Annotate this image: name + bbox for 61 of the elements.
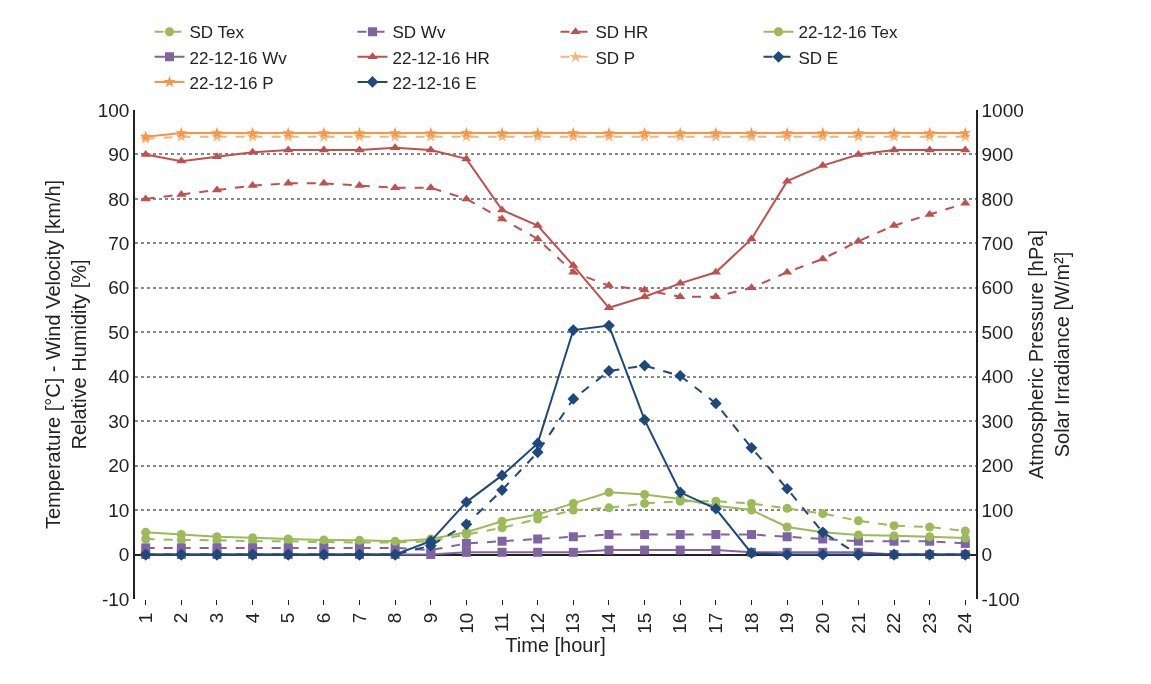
y-tick-label: 100 — [97, 99, 130, 121]
y2-tick-label: 900 — [981, 144, 1014, 166]
legend-label: SD Wv — [392, 23, 446, 43]
x-tick-label: 14 — [598, 612, 620, 634]
legend-label: 22-12-16 Wv — [189, 48, 288, 68]
y2-tick-label: 600 — [981, 277, 1014, 299]
y2-tick-label: 0 — [981, 544, 993, 566]
y2-tick-label: 500 — [981, 321, 1014, 343]
y2-tick-label: 200 — [981, 455, 1014, 477]
y2-axis-title: Atmospheric Pressure [hPa] Solar Irradiance [W/m²] — [1024, 230, 1073, 479]
x-tick-label: 10 — [455, 612, 477, 634]
y-tick-label: 80 — [108, 188, 130, 210]
y-axis-title: Temperature [°C] - Wind Velocity [km/h] Relative Humidity [%] — [41, 179, 90, 530]
y-tick-label: 70 — [108, 233, 130, 255]
legend-label: 22-12-16 P — [189, 73, 274, 93]
y-tick-label: 60 — [108, 277, 130, 299]
x-tick-label: 3 — [206, 612, 228, 624]
x-tick-label: 1 — [134, 612, 156, 624]
x-tick-label: 8 — [384, 612, 406, 624]
y2-tick-label: 700 — [981, 233, 1014, 255]
y-tick-label: 40 — [108, 366, 130, 388]
x-tick-label: 21 — [847, 612, 869, 634]
y2-tick-label: 100 — [981, 499, 1014, 521]
y-tick-label: 30 — [108, 410, 130, 432]
x-tick-label: 2 — [170, 612, 192, 624]
x-tick-label: 18 — [740, 612, 762, 634]
x-axis-title: Time [hour] — [505, 633, 606, 656]
x-tick-label: 9 — [419, 612, 441, 624]
y2-tick-label: 1000 — [981, 99, 1024, 121]
x-tick-label: 17 — [705, 612, 727, 634]
y2-tick-label: -100 — [981, 588, 1020, 610]
x-tick-label: 6 — [313, 612, 335, 624]
legend-label: SD HR — [595, 23, 649, 43]
x-tick-label: 19 — [776, 612, 798, 634]
legend-label: SD P — [595, 48, 636, 68]
x-tick-label: 7 — [348, 612, 370, 624]
x-tick-label: 13 — [562, 612, 584, 634]
y2-tick-label: 800 — [981, 188, 1014, 210]
legend-label: SD E — [798, 48, 839, 68]
y2-tick-label: 300 — [981, 410, 1014, 432]
y-tick-label: 0 — [118, 544, 130, 566]
x-tick-label: 15 — [633, 612, 655, 634]
x-tick-label: 23 — [918, 612, 940, 634]
legend-label: 22-12-16 E — [392, 73, 477, 93]
y-tick-label: 10 — [108, 499, 130, 521]
legend-label: 22-12-16 HR — [392, 48, 490, 68]
x-tick-label: 24 — [954, 612, 976, 634]
x-tick-label: 11 — [491, 612, 513, 633]
legend-label: 22-12-16 Tex — [798, 23, 898, 43]
x-tick-label: 16 — [669, 612, 691, 634]
x-tick-label: 5 — [277, 612, 299, 624]
y-tick-label: -10 — [101, 588, 130, 610]
x-tick-label: 22 — [883, 612, 905, 634]
y-tick-label: 20 — [108, 455, 130, 477]
y2-tick-label: 400 — [981, 366, 1014, 388]
y-tick-label: 90 — [108, 144, 130, 166]
x-tick-label: 20 — [811, 612, 833, 634]
x-tick-label: 12 — [526, 612, 548, 634]
x-tick-label: 4 — [241, 612, 263, 624]
legend-label: SD Tex — [189, 23, 245, 43]
y-tick-label: 50 — [108, 321, 130, 343]
